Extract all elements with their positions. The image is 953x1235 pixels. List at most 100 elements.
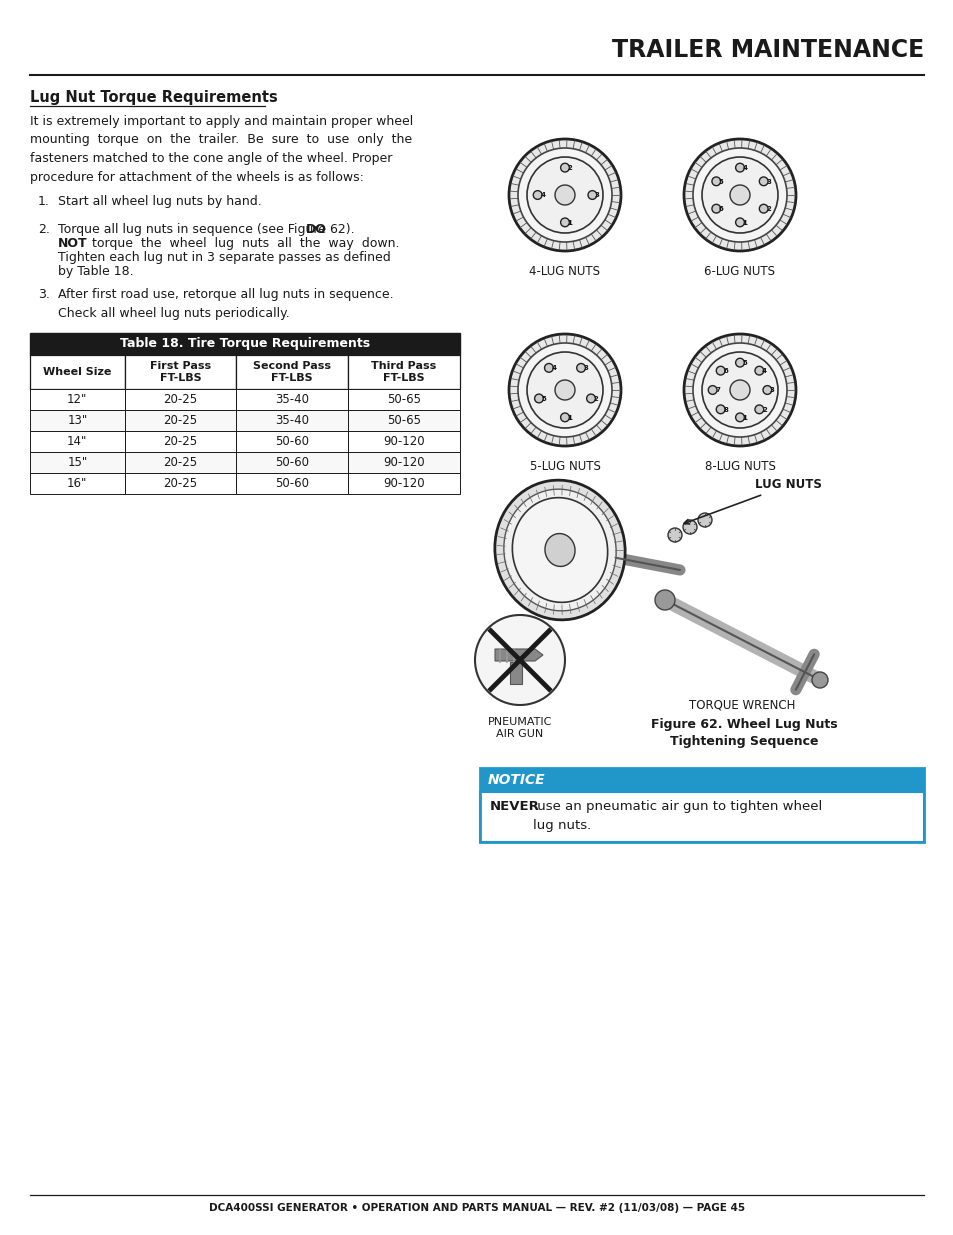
Circle shape [754, 405, 763, 414]
Bar [348, 389, 459, 410]
Text: Start all wheel lug nuts by hand.: Start all wheel lug nuts by hand. [58, 195, 261, 207]
Text: 90-120: 90-120 [383, 477, 424, 490]
Circle shape [762, 385, 771, 394]
Bar [479, 792, 923, 842]
Circle shape [692, 343, 786, 437]
Bar [236, 452, 348, 473]
Text: 5-LUG NUTS: 5-LUG NUTS [529, 459, 599, 473]
Circle shape [701, 157, 778, 233]
Text: Table 18. Tire Torque Requirements: Table 18. Tire Torque Requirements [120, 337, 370, 351]
Text: 12": 12" [67, 393, 88, 406]
Circle shape [560, 219, 569, 227]
Circle shape [683, 140, 795, 251]
Text: DCA400SSI GENERATOR • OPERATION AND PARTS MANUAL — REV. #2 (11/03/08) — PAGE 45: DCA400SSI GENERATOR • OPERATION AND PART… [209, 1203, 744, 1213]
Text: 50-60: 50-60 [275, 435, 309, 448]
Bar [236, 431, 348, 452]
Text: 3: 3 [595, 193, 599, 199]
Circle shape [729, 185, 749, 205]
Text: 20-25: 20-25 [163, 477, 197, 490]
Text: 20-25: 20-25 [163, 393, 197, 406]
Circle shape [475, 615, 564, 705]
Text: 50-60: 50-60 [275, 456, 309, 469]
Circle shape [759, 177, 767, 185]
Circle shape [683, 333, 795, 446]
Text: Tighten each lug nut in 3 separate passes as defined: Tighten each lug nut in 3 separate passe… [58, 251, 391, 264]
Text: TRAILER MAINTENANCE: TRAILER MAINTENANCE [611, 38, 923, 62]
Circle shape [555, 380, 575, 400]
Bar [30, 389, 125, 410]
Circle shape [526, 352, 602, 429]
Circle shape [587, 190, 597, 199]
Ellipse shape [503, 489, 616, 611]
Circle shape [735, 219, 743, 227]
Bar [30, 410, 125, 431]
Text: 8-LUG NUTS: 8-LUG NUTS [704, 459, 775, 473]
Text: 50-65: 50-65 [387, 414, 420, 427]
Text: 6: 6 [722, 368, 727, 374]
Text: 35-40: 35-40 [275, 414, 309, 427]
Circle shape [707, 385, 717, 394]
Bar [125, 431, 236, 452]
Text: 16": 16" [67, 477, 88, 490]
Bar [348, 431, 459, 452]
Bar [236, 473, 348, 494]
Bar [30, 431, 125, 452]
Bar [30, 333, 459, 354]
Circle shape [534, 394, 543, 403]
Circle shape [698, 513, 711, 527]
Ellipse shape [512, 498, 607, 603]
Circle shape [729, 380, 749, 400]
Circle shape [526, 157, 602, 233]
Circle shape [754, 367, 763, 375]
Text: Wheel Size: Wheel Size [43, 367, 112, 377]
Text: Figure 62. Wheel Lug Nuts
Tightening Sequence: Figure 62. Wheel Lug Nuts Tightening Seq… [651, 718, 837, 748]
Text: NEVER: NEVER [490, 800, 539, 813]
Text: 1: 1 [567, 220, 572, 226]
Text: Lug Nut Torque Requirements: Lug Nut Torque Requirements [30, 90, 277, 105]
Circle shape [667, 529, 681, 542]
Circle shape [555, 185, 575, 205]
Bar [348, 354, 459, 389]
Bar [125, 452, 236, 473]
Text: 1: 1 [741, 415, 747, 421]
Circle shape [577, 363, 585, 372]
Bar [236, 389, 348, 410]
Circle shape [682, 520, 697, 534]
Circle shape [811, 672, 827, 688]
Text: DO: DO [306, 224, 327, 236]
Circle shape [735, 163, 743, 172]
Text: 35-40: 35-40 [275, 393, 309, 406]
Text: 90-120: 90-120 [383, 456, 424, 469]
Text: After first road use, retorque all lug nuts in sequence.
Check all wheel lug nut: After first road use, retorque all lug n… [58, 288, 394, 320]
Text: 14": 14" [67, 435, 88, 448]
Text: 4: 4 [539, 193, 545, 199]
Text: It is extremely important to apply and maintain proper wheel
mounting  torque  o: It is extremely important to apply and m… [30, 115, 413, 184]
Circle shape [711, 177, 720, 185]
Text: TORQUE WRENCH: TORQUE WRENCH [689, 698, 795, 711]
Text: NOTICE: NOTICE [488, 773, 545, 787]
Text: 4: 4 [761, 368, 766, 374]
Circle shape [560, 412, 569, 421]
Text: 1: 1 [741, 220, 747, 226]
Circle shape [509, 333, 620, 446]
FancyArrow shape [495, 650, 542, 661]
Circle shape [701, 352, 778, 429]
Bar [30, 473, 125, 494]
Bar [510, 662, 521, 684]
Bar [348, 473, 459, 494]
Circle shape [544, 363, 553, 372]
Text: PNEUMATIC
AIR GUN: PNEUMATIC AIR GUN [487, 718, 552, 740]
Text: 4-LUG NUTS: 4-LUG NUTS [529, 266, 599, 278]
Text: 2: 2 [765, 206, 770, 212]
Circle shape [735, 412, 743, 421]
Text: torque  the  wheel  lug  nuts  all  the  way  down.: torque the wheel lug nuts all the way do… [84, 237, 399, 249]
Text: Second Pass
FT-LBS: Second Pass FT-LBS [253, 361, 331, 383]
Text: 6: 6 [719, 206, 723, 212]
Ellipse shape [544, 534, 575, 567]
Bar [236, 354, 348, 389]
Text: 4: 4 [551, 366, 556, 372]
Text: 3: 3 [769, 388, 774, 393]
Text: 1.: 1. [38, 195, 50, 207]
Text: NOT: NOT [58, 237, 88, 249]
Text: 5: 5 [719, 179, 723, 185]
